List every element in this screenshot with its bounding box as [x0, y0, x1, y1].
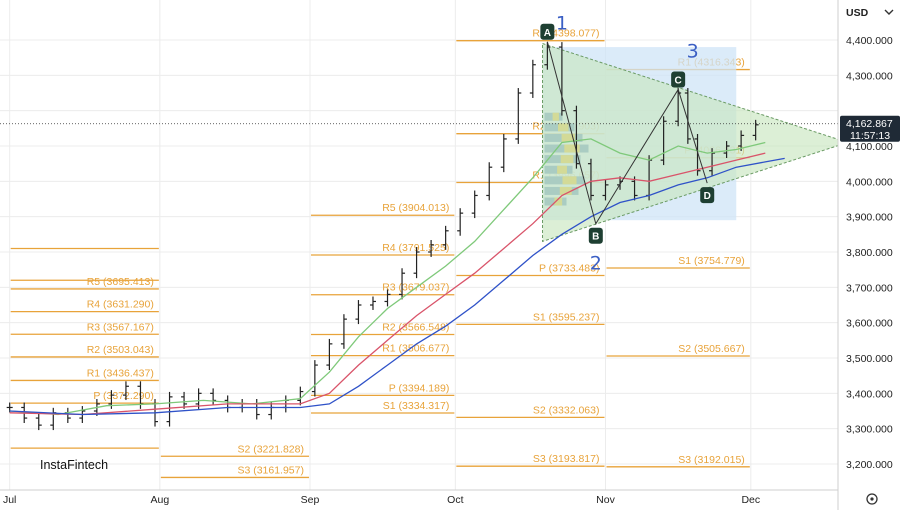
- pivot-label: S3 (3161.957): [237, 464, 304, 476]
- pivot-label: S2 (3221.828): [237, 443, 304, 455]
- point-badge: [540, 23, 555, 40]
- wave-path: [546, 41, 708, 225]
- pivot-label: S1 (3754.779): [678, 255, 745, 267]
- x-tick-label: Jul: [3, 494, 16, 506]
- y-tick-label: 3,300.000: [846, 424, 893, 436]
- pivot-label: R4 (3791.525): [382, 242, 449, 254]
- pivot-label: S1 (3595.237): [533, 311, 600, 323]
- pivot-label: R2 (3503.043): [87, 344, 154, 356]
- wave-annotations: A B C D 1 2 3: [540, 12, 715, 275]
- point-label: C: [675, 75, 682, 86]
- currency-label: USD: [846, 7, 869, 19]
- y-tick-label: 3,400.000: [846, 388, 893, 400]
- y-tick-label: 4,000.000: [846, 176, 893, 188]
- moving-average-line: [9, 152, 766, 416]
- point-label: D: [704, 191, 711, 202]
- y-tick-label: 4,300.000: [846, 70, 893, 82]
- currency-selector[interactable]: USD: [840, 2, 898, 22]
- pivot-label: R1 (3506.677): [382, 343, 449, 355]
- pivot-label: S2 (3332.063): [533, 404, 600, 416]
- pivot-label: S3 (3193.817): [533, 453, 600, 465]
- y-tick-label: 4,400.000: [846, 35, 893, 47]
- price-series: [6, 42, 785, 431]
- x-tick-label: Sep: [301, 494, 320, 506]
- moving-average-line: [9, 157, 785, 416]
- point-badge: [671, 71, 686, 88]
- pivot-label: R5 (3695.413): [87, 276, 154, 288]
- x-tick-label: Nov: [596, 494, 615, 506]
- y-tick-label: 3,900.000: [846, 212, 893, 224]
- point-badge: [700, 187, 715, 204]
- y-axis: 3,200.000 3,300.000 3,400.000 3,500.000 3,60…: [846, 35, 893, 471]
- pivot-label: P (3733.483): [539, 263, 600, 275]
- wave-label: 2: [590, 253, 602, 275]
- current-price-tag: 4,162.867 11:57:13: [840, 115, 900, 142]
- x-tick-label: Oct: [447, 494, 463, 506]
- x-tick-label: Dec: [741, 494, 760, 506]
- y-tick-label: 3,600.000: [846, 318, 893, 330]
- countdown-timer: 11:57:13: [850, 130, 890, 142]
- pivot-label: P (3372.290): [93, 390, 154, 402]
- pivot-label: R3 (3567.167): [87, 321, 154, 333]
- x-tick-label: Aug: [151, 494, 170, 506]
- moving-average-line: [9, 138, 766, 416]
- pivot-label: S2 (3505.667): [678, 343, 745, 355]
- point-label: B: [592, 232, 599, 243]
- y-tick-label: 4,100.000: [846, 141, 893, 153]
- pivot-label: R5 (3904.013): [382, 202, 449, 214]
- pivot-label: S1 (3334.317): [383, 400, 450, 412]
- brand-logo: InstaFintech: [40, 458, 108, 472]
- gear-icon: [866, 493, 878, 505]
- point-badge: [588, 227, 603, 244]
- y-tick-label: 3,200.000: [846, 459, 893, 471]
- pivot-label: R4 (3631.290): [87, 299, 154, 311]
- point-label: A: [544, 28, 551, 39]
- y-tick-label: 3,700.000: [846, 282, 893, 294]
- x-axis: Jul Aug Sep Oct Nov Dec: [3, 494, 760, 506]
- axis-panel-right: [838, 0, 900, 510]
- settings-button[interactable]: [866, 493, 878, 505]
- pivot-label: S3 (3192.015): [678, 454, 745, 466]
- chevron-down-icon: [884, 9, 894, 15]
- pivot-label: P (3394.189): [389, 382, 450, 394]
- pivot-label: R1 (3436.437): [87, 367, 154, 379]
- pivot-label: R2 (3566.548): [382, 321, 449, 333]
- y-tick-label: 3,800.000: [846, 247, 893, 259]
- y-tick-label: 3,500.000: [846, 353, 893, 365]
- current-price-value: 4,162.867: [846, 118, 893, 130]
- wave-label: 3: [687, 41, 699, 63]
- wave-label: 1: [556, 12, 568, 34]
